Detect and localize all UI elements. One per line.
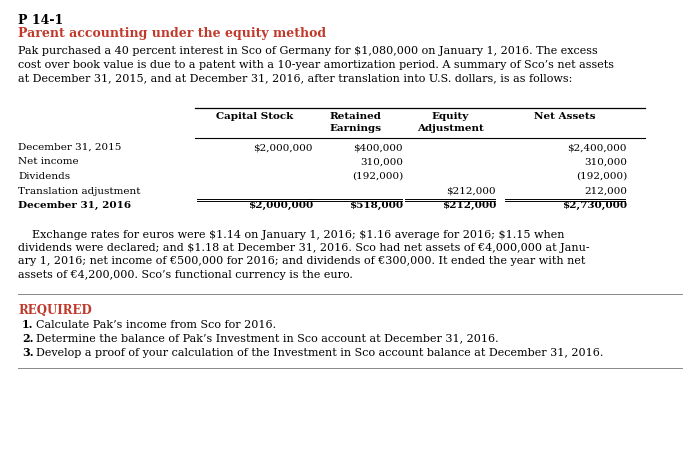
- Text: Exchange rates for euros were $1.14 on January 1, 2016; $1.16 average for 2016; : Exchange rates for euros were $1.14 on J…: [18, 229, 564, 240]
- Text: $400,000: $400,000: [354, 143, 403, 152]
- Text: $212,000: $212,000: [447, 187, 496, 196]
- Text: 212,000: 212,000: [584, 187, 627, 196]
- Text: ary 1, 2016; net income of €500,000 for 2016; and dividends of €300,000. It ende: ary 1, 2016; net income of €500,000 for …: [18, 257, 585, 266]
- Text: Equity: Equity: [431, 112, 468, 121]
- Text: Earnings: Earnings: [329, 124, 381, 133]
- Text: Capital Stock: Capital Stock: [216, 112, 293, 121]
- Text: Retained: Retained: [329, 112, 381, 121]
- Text: Pak purchased a 40 percent interest in Sco of Germany for $1,080,000 on January : Pak purchased a 40 percent interest in S…: [18, 46, 598, 56]
- Text: December 31, 2016: December 31, 2016: [18, 201, 131, 210]
- Text: 3.: 3.: [22, 347, 34, 359]
- Text: Determine the balance of Pak’s Investment in Sco account at December 31, 2016.: Determine the balance of Pak’s Investmen…: [36, 334, 498, 344]
- Text: $2,400,000: $2,400,000: [568, 143, 627, 152]
- Text: REQUIRED: REQUIRED: [18, 304, 92, 316]
- Text: Adjustment: Adjustment: [416, 124, 484, 133]
- Text: assets of €4,200,000. Sco’s functional currency is the euro.: assets of €4,200,000. Sco’s functional c…: [18, 270, 353, 280]
- Text: dividends were declared; and $1.18 at December 31, 2016. Sco had net assets of €: dividends were declared; and $1.18 at De…: [18, 243, 589, 253]
- Text: $2,730,000: $2,730,000: [562, 201, 627, 210]
- Text: (192,000): (192,000): [575, 172, 627, 181]
- Text: (192,000): (192,000): [351, 172, 403, 181]
- Text: Net Assets: Net Assets: [534, 112, 596, 121]
- Text: $212,000: $212,000: [442, 201, 496, 210]
- Text: $518,000: $518,000: [349, 201, 403, 210]
- Text: Net income: Net income: [18, 157, 78, 166]
- Text: P 14-1: P 14-1: [18, 14, 63, 27]
- Text: Parent accounting under the equity method: Parent accounting under the equity metho…: [18, 27, 326, 40]
- Text: Translation adjustment: Translation adjustment: [18, 187, 141, 196]
- Text: December 31, 2015: December 31, 2015: [18, 143, 121, 152]
- Text: 2.: 2.: [22, 334, 34, 345]
- Text: 1.: 1.: [22, 320, 34, 330]
- Text: at December 31, 2015, and at December 31, 2016, after translation into U.S. doll: at December 31, 2015, and at December 31…: [18, 73, 573, 83]
- Text: $2,000,000: $2,000,000: [248, 201, 313, 210]
- Text: $2,000,000: $2,000,000: [253, 143, 313, 152]
- Text: Calculate Pak’s income from Sco for 2016.: Calculate Pak’s income from Sco for 2016…: [36, 320, 276, 329]
- Text: Dividends: Dividends: [18, 172, 70, 181]
- Text: cost over book value is due to a patent with a 10-year amortization period. A su: cost over book value is due to a patent …: [18, 60, 614, 70]
- Text: 310,000: 310,000: [584, 157, 627, 166]
- Text: Develop a proof of your calculation of the Investment in Sco account balance at : Develop a proof of your calculation of t…: [36, 347, 603, 358]
- Text: 310,000: 310,000: [360, 157, 403, 166]
